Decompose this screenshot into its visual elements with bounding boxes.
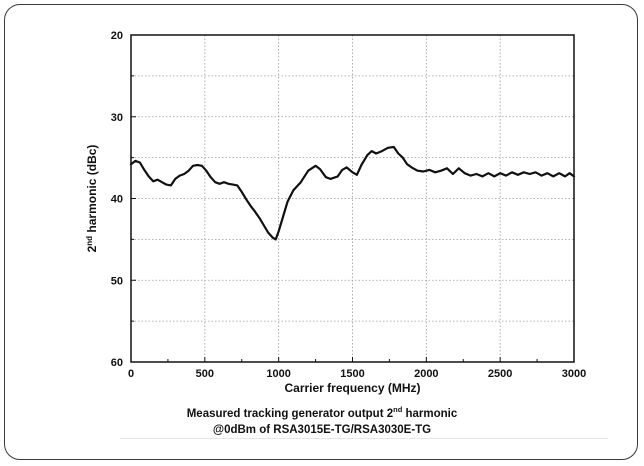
y-tick-label: 50 <box>111 275 123 287</box>
y-tick-label: 60 <box>111 357 123 369</box>
y-tick-label: 40 <box>111 194 123 206</box>
caption-line-2: @0dBm of RSA3015E-TG/RSA3030E-TG <box>212 423 432 436</box>
plot-area <box>130 34 575 363</box>
x-tick-label: 2500 <box>488 368 512 380</box>
x-tick-label: 1500 <box>340 368 364 380</box>
caption-line-1: Measured tracking generator output 2nd h… <box>186 405 458 420</box>
x-tick-label: 0 <box>128 368 134 380</box>
y-tick-label: 30 <box>111 112 123 124</box>
x-axis-label: Carrier frequency (MHz) <box>284 381 420 395</box>
axis-ticks: 0 500 1000 1500 2000 2500 3000 20 30 40 50 60 <box>111 30 586 380</box>
figure-caption: Measured tracking generator output 2nd h… <box>0 402 644 438</box>
x-tick-label: 2000 <box>414 368 438 380</box>
x-tick-label: 3000 <box>562 368 586 380</box>
x-tick-label: 1000 <box>266 368 290 380</box>
y-tick-label: 20 <box>111 30 123 42</box>
caption-divider <box>120 438 608 439</box>
x-tick-label: 500 <box>196 368 214 380</box>
grid <box>131 35 574 362</box>
y-axis-label: 2nd harmonic (dBc) <box>85 145 99 253</box>
series-line <box>129 145 576 241</box>
harmonic-chart: 0 500 1000 1500 2000 2500 3000 20 30 40 50 60 Carri… <box>85 30 586 395</box>
series-layer <box>129 145 576 241</box>
figure-frame <box>4 4 638 460</box>
